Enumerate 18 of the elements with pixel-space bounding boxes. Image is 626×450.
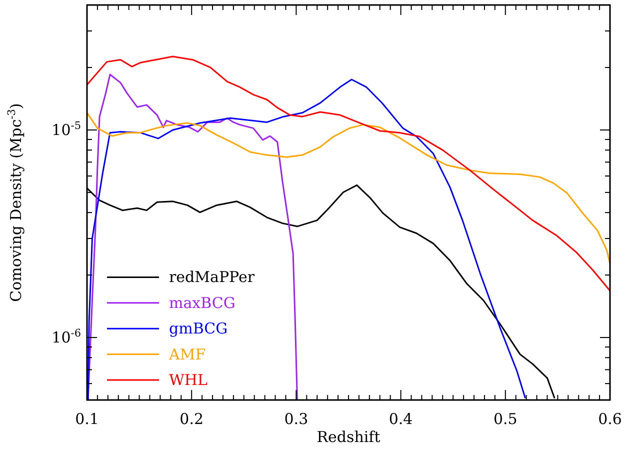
legend-label: WHL	[169, 371, 208, 389]
x-tick-label: 0.3	[284, 410, 308, 428]
line-series	[87, 74, 298, 400]
y-tick-label: 10$^{-5}$	[52, 120, 81, 139]
line-series	[87, 78, 526, 400]
legend-label: gmBCG	[169, 320, 228, 338]
line-series	[87, 112, 610, 264]
x-tick-label: 0.4	[388, 410, 413, 428]
legend-label: AMF	[168, 345, 206, 364]
x-tick-label: 0.1	[75, 410, 99, 428]
legend-label: redMaPPer	[169, 268, 256, 286]
y-tick-label: 10$^{-6}$	[52, 328, 82, 347]
x-tick-label: 0.6	[598, 410, 622, 428]
x-tick-label: 0.5	[493, 410, 518, 428]
x-tick-label: 0.2	[180, 410, 204, 428]
line-series	[87, 56, 610, 292]
x-axis-title: Redshift	[316, 428, 380, 446]
legend-label: maxBCG	[169, 294, 236, 312]
